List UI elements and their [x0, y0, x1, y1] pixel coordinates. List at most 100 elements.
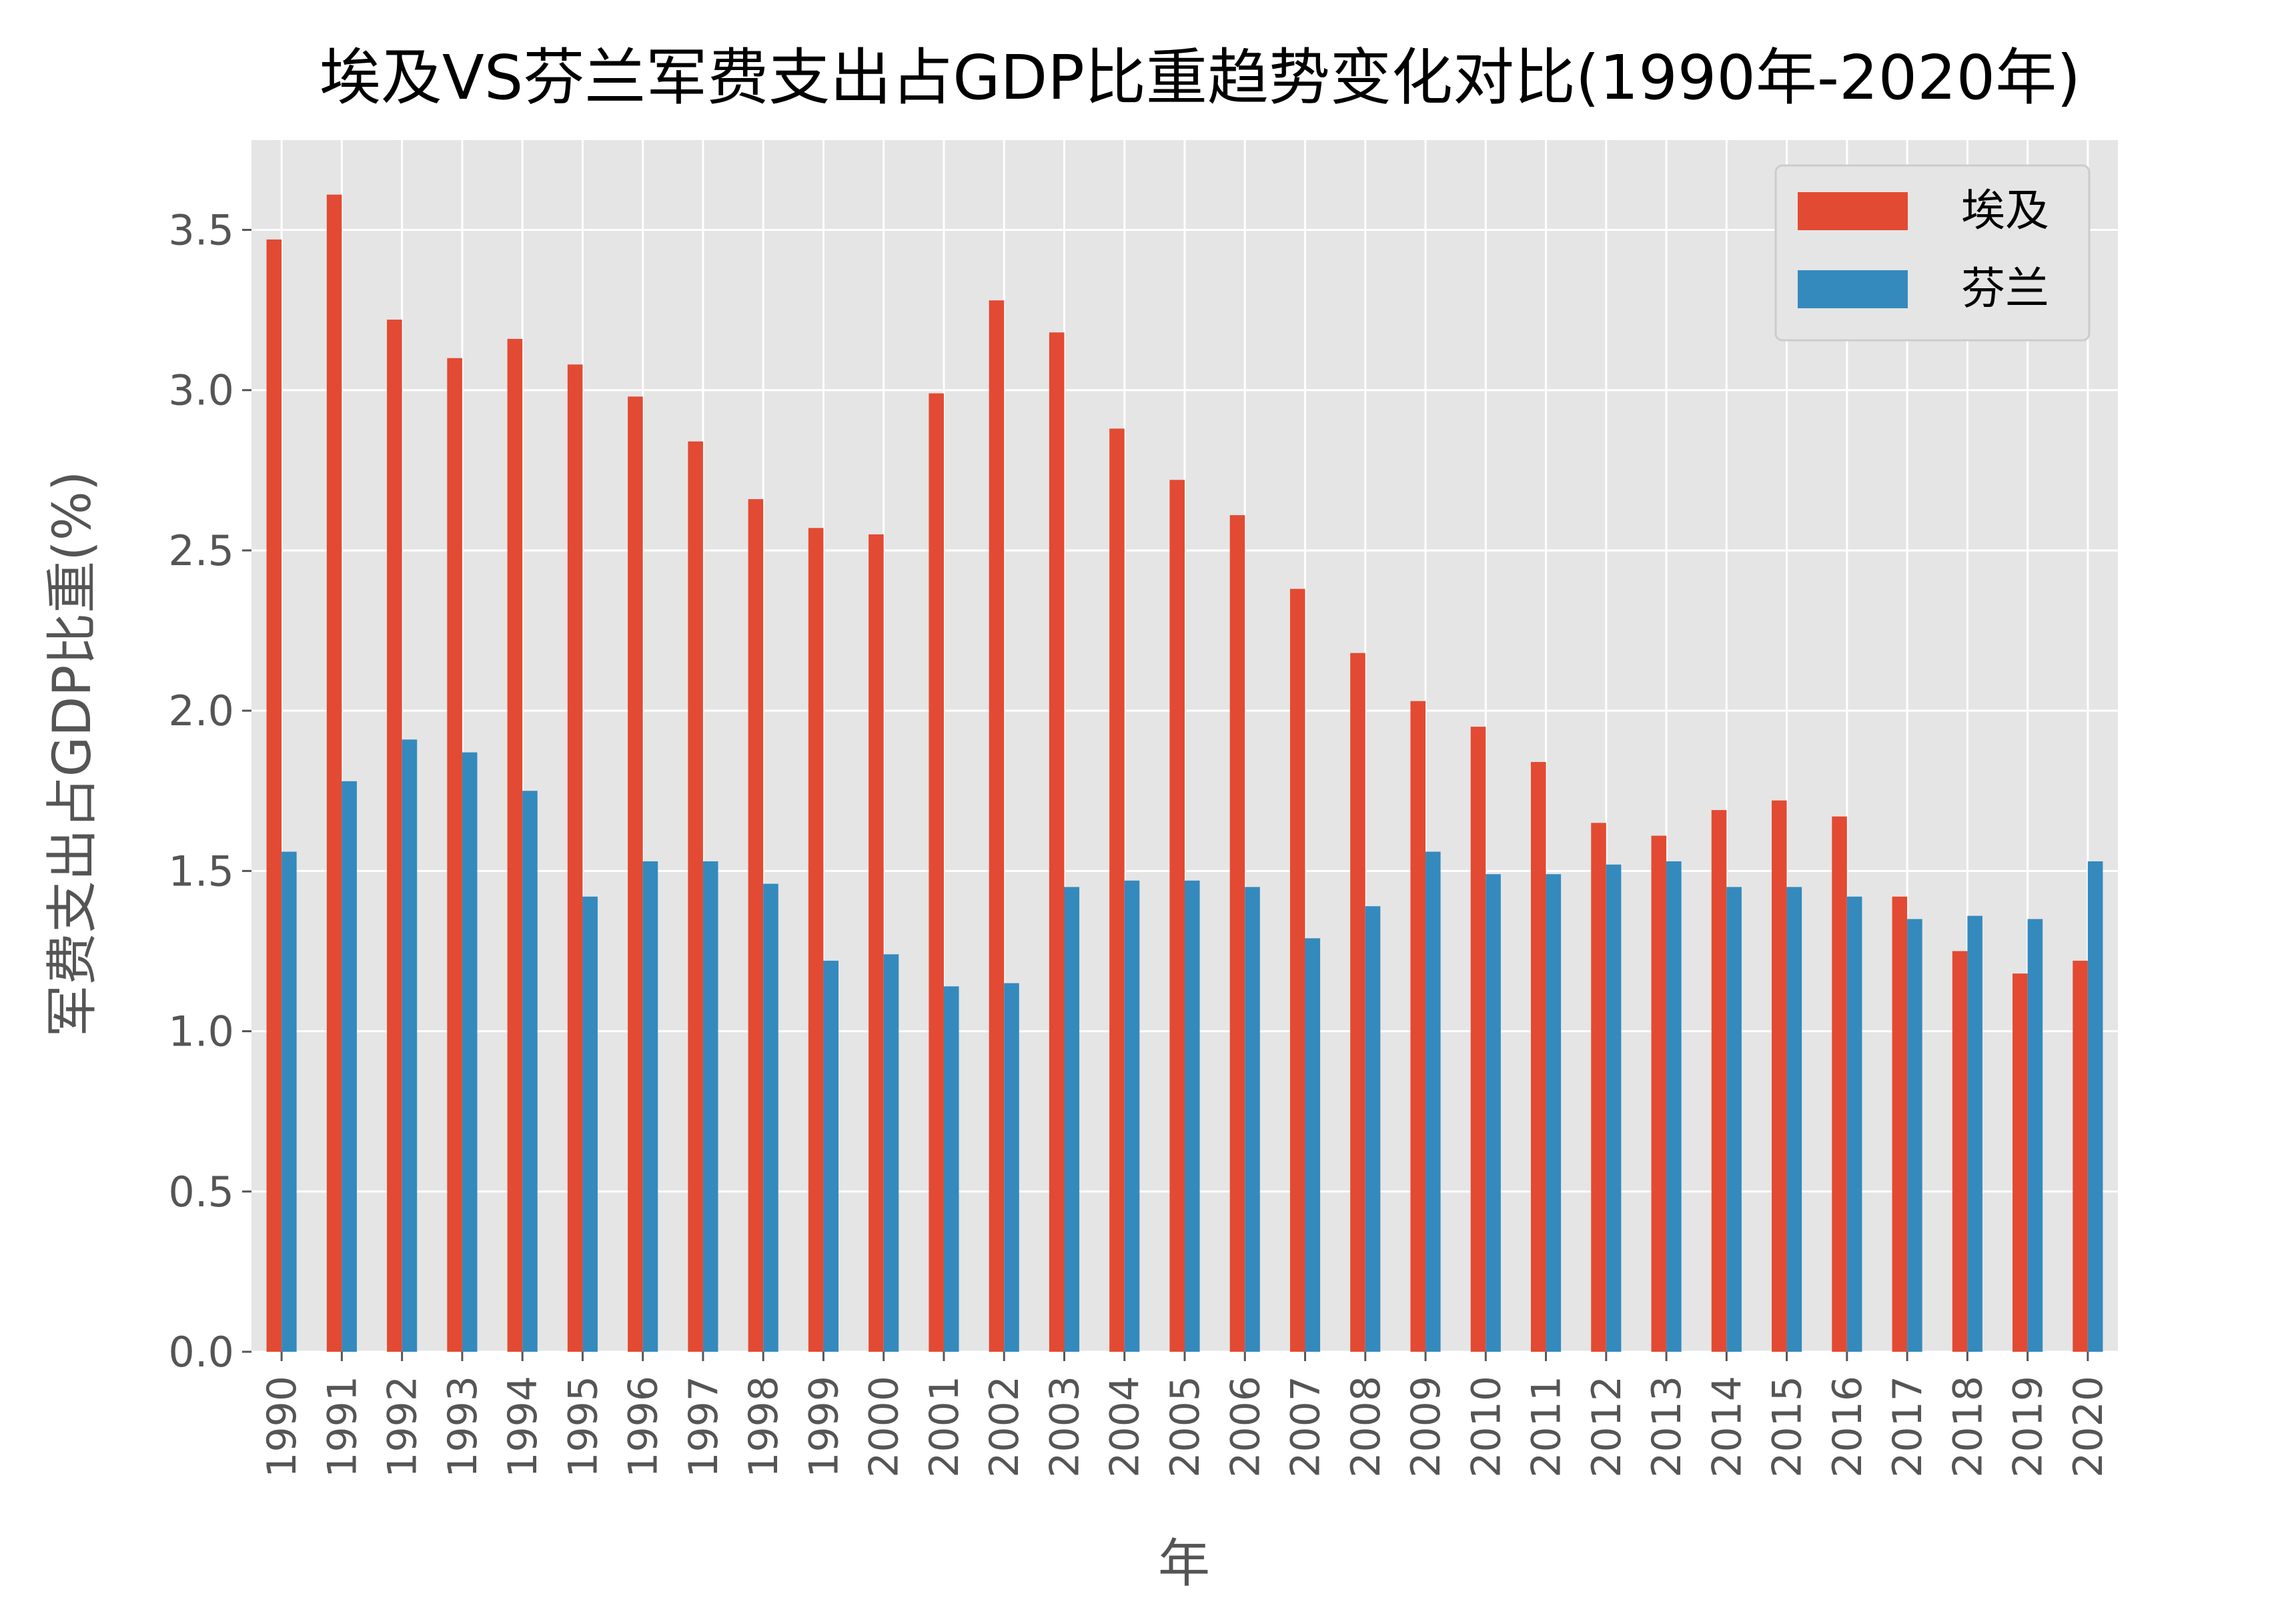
x-tick-label: 2013	[1644, 1376, 1690, 1478]
x-tick-label: 2001	[921, 1376, 968, 1478]
bar-egypt-2016	[1832, 816, 1847, 1352]
bar-finland-1996	[642, 861, 658, 1352]
x-tick-label: 2003	[1041, 1376, 1088, 1478]
bar-finland-2007	[1305, 938, 1321, 1352]
bar-finland-2016	[1846, 896, 1862, 1352]
x-tick-label: 1995	[560, 1376, 606, 1478]
bar-egypt-1990	[266, 239, 282, 1352]
bar-finland-1993	[462, 752, 478, 1352]
x-tick-label: 2014	[1704, 1376, 1750, 1478]
bar-egypt-2001	[929, 393, 944, 1352]
legend-label-finland: 芬兰	[1961, 263, 2049, 314]
bar-finland-2012	[1606, 864, 1622, 1352]
bar-egypt-2017	[1892, 896, 1908, 1352]
x-tick-label: 1992	[380, 1376, 426, 1478]
bar-finland-2004	[1124, 880, 1140, 1352]
x-tick-label: 2016	[1824, 1376, 1871, 1478]
x-axis: 1990 1991 1992 1993 1994 1995 1996 1997 1998 1999…	[259, 1352, 2112, 1478]
bar-egypt-2020	[2073, 960, 2088, 1352]
bar-egypt-1998	[748, 499, 764, 1352]
bar-finland-2019	[2027, 919, 2043, 1352]
bar-egypt-2007	[1289, 588, 1305, 1352]
bar-finland-2008	[1365, 906, 1381, 1352]
x-tick-label: 2012	[1584, 1376, 1630, 1478]
x-tick-label: 2010	[1463, 1376, 1510, 1478]
x-tick-label: 2007	[1283, 1376, 1329, 1478]
y-tick-label: 3.0	[168, 366, 234, 415]
x-tick-label: 2015	[1764, 1376, 1811, 1478]
bar-egypt-2006	[1229, 515, 1245, 1352]
x-tick-label: 2005	[1162, 1376, 1209, 1478]
x-tick-label: 1994	[500, 1376, 546, 1478]
bar-egypt-2009	[1410, 701, 1426, 1352]
bar-finland-2013	[1666, 861, 1682, 1352]
bar-egypt-2019	[2013, 973, 2028, 1352]
bar-finland-2005	[1185, 880, 1200, 1352]
bar-finland-2020	[2087, 861, 2103, 1352]
bar-egypt-1996	[628, 396, 643, 1352]
y-tick-label: 1.5	[168, 847, 234, 895]
x-tick-label: 1997	[680, 1376, 727, 1478]
x-tick-label: 1999	[800, 1376, 847, 1478]
bar-finland-2000	[883, 954, 899, 1352]
x-tick-label: 2011	[1524, 1376, 1570, 1478]
bar-egypt-2002	[989, 300, 1005, 1352]
bar-finland-1992	[402, 739, 418, 1352]
x-tick-label: 2018	[1944, 1376, 1991, 1478]
x-tick-label: 1991	[319, 1376, 366, 1478]
x-tick-label: 1990	[259, 1376, 306, 1478]
bar-finland-2001	[943, 986, 959, 1352]
bar-egypt-1992	[387, 320, 402, 1352]
bar-finland-2017	[1907, 919, 1922, 1352]
bar-egypt-1994	[507, 338, 523, 1352]
x-tick-label: 2017	[1884, 1376, 1931, 1478]
x-tick-label: 2006	[1222, 1376, 1269, 1478]
x-tick-label: 2004	[1102, 1376, 1149, 1478]
bar-egypt-1991	[326, 194, 342, 1352]
bar-egypt-1997	[688, 441, 703, 1352]
bar-finland-2015	[1786, 887, 1802, 1352]
legend-label-egypt: 埃及	[1961, 185, 2049, 236]
x-tick-label: 1998	[740, 1376, 787, 1478]
y-tick-label: 0.0	[168, 1328, 234, 1376]
bar-finland-1994	[522, 791, 538, 1352]
bar-finland-1990	[281, 851, 297, 1352]
y-axis-label: 军费支出占GDP比重(%)	[43, 471, 103, 1038]
x-tick-label: 2000	[861, 1376, 908, 1478]
bar-finland-2014	[1726, 887, 1742, 1352]
bar-finland-1998	[763, 883, 778, 1352]
chart-title: 埃及VS芬兰军费支出占GDP比重趋势变化对比(1990年-2020年)	[320, 42, 2081, 113]
bar-finland-2018	[1967, 915, 1982, 1352]
bar-finland-2002	[1004, 983, 1019, 1352]
x-tick-label: 1996	[620, 1376, 667, 1478]
x-tick-label: 2019	[2005, 1376, 2052, 1478]
bar-finland-2010	[1486, 874, 1501, 1352]
bar-finland-1999	[823, 960, 839, 1352]
y-axis: 0.0 0.5 1.0 1.5 2.0 2.5 3.0 3.5	[168, 206, 251, 1376]
bar-egypt-1999	[808, 528, 824, 1352]
bar-finland-2011	[1546, 874, 1562, 1352]
x-tick-label: 2002	[981, 1376, 1028, 1478]
bar-egypt-2003	[1049, 332, 1065, 1352]
bar-egypt-2000	[869, 534, 884, 1352]
bar-egypt-2008	[1350, 653, 1365, 1352]
bar-egypt-2011	[1530, 762, 1546, 1352]
bars	[266, 194, 2103, 1352]
bar-egypt-2018	[1952, 951, 1968, 1352]
legend-swatch-finland	[1798, 270, 1908, 308]
bar-finland-2009	[1425, 851, 1441, 1352]
bar-finland-1995	[582, 896, 598, 1352]
y-tick-label: 3.5	[168, 206, 234, 255]
x-tick-label: 2009	[1403, 1376, 1450, 1478]
bar-egypt-2014	[1711, 810, 1727, 1352]
bar-egypt-2015	[1772, 800, 1787, 1352]
bar-egypt-2010	[1470, 727, 1486, 1352]
bar-egypt-1993	[447, 358, 462, 1352]
bar-finland-1991	[342, 781, 357, 1352]
x-tick-label: 1993	[440, 1376, 486, 1478]
bar-finland-1997	[702, 861, 718, 1352]
bar-egypt-2005	[1169, 480, 1185, 1352]
y-tick-label: 2.0	[168, 687, 234, 735]
